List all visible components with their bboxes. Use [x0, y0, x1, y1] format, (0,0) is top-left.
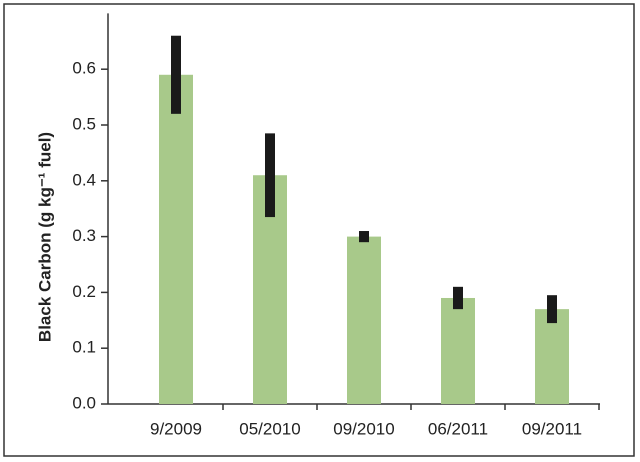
- error-bar: [359, 231, 369, 243]
- error-bar: [453, 286, 463, 310]
- bar: [535, 309, 569, 404]
- x-tick-label: 06/2011: [428, 419, 488, 438]
- y-tick-label: 0.1: [72, 338, 96, 357]
- bar: [159, 74, 193, 404]
- x-tick-label: 05/2010: [239, 419, 300, 438]
- bar: [347, 236, 381, 404]
- y-axis-label: Black Carbon (g kg⁻¹ fuel): [35, 132, 54, 342]
- x-tick-label: 09/2010: [333, 419, 394, 438]
- y-tick-label: 0.4: [72, 170, 96, 189]
- bar: [441, 297, 475, 404]
- y-tick-label: 0.0: [72, 393, 96, 412]
- x-tick-label: 09/2011: [522, 419, 582, 438]
- frame: [3, 3, 635, 457]
- y-tick-label: 0.3: [72, 226, 96, 245]
- error-bar: [265, 133, 275, 218]
- error-bar: [547, 295, 557, 324]
- error-bar: [171, 35, 181, 114]
- x-tick-label: 9/2009: [150, 419, 202, 438]
- y-tick-label: 0.2: [72, 282, 96, 301]
- y-tick-label: 0.6: [72, 59, 96, 78]
- y-tick-label: 0.5: [72, 114, 96, 133]
